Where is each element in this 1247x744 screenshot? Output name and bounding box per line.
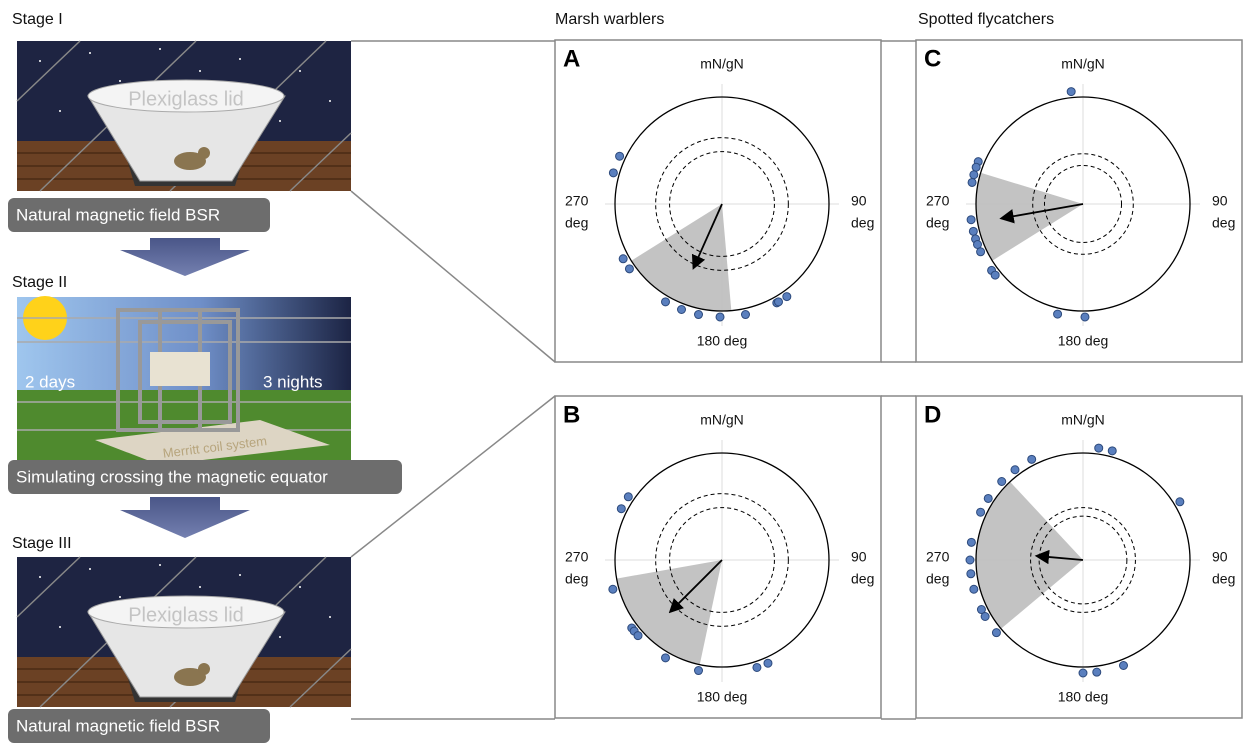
bird-direction — [969, 227, 977, 235]
north-label: mN/gN — [700, 412, 744, 428]
east-label: deg — [1212, 215, 1235, 231]
west-label: deg — [926, 571, 949, 587]
bird-direction — [619, 255, 627, 263]
bird-direction — [1011, 466, 1019, 474]
south-label: 180 deg — [697, 689, 748, 705]
south-label: 180 deg — [697, 333, 748, 349]
confidence-sector — [631, 204, 731, 311]
bird-direction — [967, 216, 975, 224]
bird-direction — [1095, 444, 1103, 452]
caption: Natural magnetic field BSR — [16, 205, 220, 224]
bird-direction — [970, 585, 978, 593]
bird-direction — [1067, 88, 1075, 96]
night-label: 3 nights — [263, 372, 323, 391]
bird-direction — [662, 298, 670, 306]
west-label: 270 — [926, 193, 950, 209]
lid-label: Plexiglass lid — [128, 88, 244, 110]
bird-direction — [716, 313, 724, 321]
panel-letter: C — [924, 45, 941, 72]
bird-direction — [1176, 498, 1184, 506]
stage-label: Stage III — [12, 535, 72, 552]
bird-direction — [1081, 313, 1089, 321]
south-label: 180 deg — [1058, 333, 1109, 349]
bird-direction — [695, 311, 703, 319]
bird-direction — [764, 659, 772, 667]
west-label: 270 — [565, 193, 589, 209]
panel-letter: D — [924, 401, 941, 428]
bird-direction — [775, 298, 783, 306]
east-label: deg — [851, 215, 874, 231]
bird-direction — [1093, 668, 1101, 676]
bird-direction — [984, 494, 992, 502]
bird-direction — [1119, 661, 1127, 669]
figure: Plexiglass lid Plexiglass lid 2 days 3 n… — [0, 0, 1247, 744]
panel-letter: A — [563, 45, 580, 72]
north-label: mN/gN — [700, 56, 744, 72]
bird-direction — [1028, 455, 1036, 463]
bird-direction — [977, 508, 985, 516]
east-label: 90 — [851, 549, 867, 565]
west-label: 270 — [565, 549, 589, 565]
bird-direction — [998, 478, 1006, 486]
east-label: deg — [1212, 571, 1235, 587]
lid-label: Plexiglass lid — [128, 604, 244, 626]
bird-direction — [695, 667, 703, 675]
stage-label: Stage I — [12, 11, 63, 28]
east-label: deg — [851, 571, 874, 587]
column-title: Marsh warblers — [555, 11, 664, 28]
west-label: deg — [565, 571, 588, 587]
column-title: Spotted flycatchers — [918, 11, 1054, 28]
bird-direction — [741, 311, 749, 319]
caption: Natural magnetic field BSR — [16, 716, 220, 735]
bird-direction — [609, 169, 617, 177]
bird-direction — [970, 171, 978, 179]
bird-direction — [625, 265, 633, 273]
bird-direction — [992, 629, 1000, 637]
bird-direction — [1079, 669, 1087, 677]
bird-direction — [783, 293, 791, 301]
bird-direction — [967, 538, 975, 546]
bird-direction — [967, 570, 975, 578]
confidence-sector — [976, 173, 1083, 261]
bird-direction — [977, 248, 985, 256]
bird-direction — [981, 613, 989, 621]
bird-direction — [609, 585, 617, 593]
bird-direction — [616, 152, 624, 160]
bird-direction — [753, 663, 761, 671]
west-label: 270 — [926, 549, 950, 565]
bird-direction — [662, 654, 670, 662]
bird-direction — [624, 493, 632, 501]
bird-direction — [634, 632, 642, 640]
bird-direction — [968, 178, 976, 186]
north-label: mN/gN — [1061, 412, 1105, 428]
south-label: 180 deg — [1058, 689, 1109, 705]
day-label: 2 days — [25, 372, 75, 391]
bird-direction — [966, 556, 974, 564]
bird-direction — [991, 271, 999, 279]
west-label: deg — [565, 215, 588, 231]
east-label: 90 — [1212, 193, 1228, 209]
bird-direction — [678, 305, 686, 313]
north-label: mN/gN — [1061, 56, 1105, 72]
caption: Simulating crossing the magnetic equator — [16, 467, 328, 486]
panel-letter: B — [563, 401, 580, 428]
east-label: 90 — [851, 193, 867, 209]
west-label: deg — [926, 215, 949, 231]
bird-direction — [1054, 310, 1062, 318]
stage-label: Stage II — [12, 274, 67, 291]
bird-direction — [972, 163, 980, 171]
panel-frame — [555, 396, 881, 718]
east-label: 90 — [1212, 549, 1228, 565]
bird-direction — [1108, 447, 1116, 455]
panel-frame — [916, 40, 1242, 362]
bird-direction — [617, 505, 625, 513]
